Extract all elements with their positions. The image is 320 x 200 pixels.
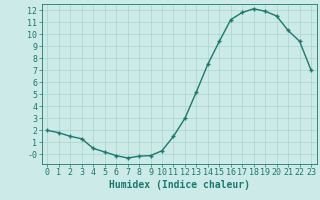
X-axis label: Humidex (Indice chaleur): Humidex (Indice chaleur) <box>109 180 250 190</box>
